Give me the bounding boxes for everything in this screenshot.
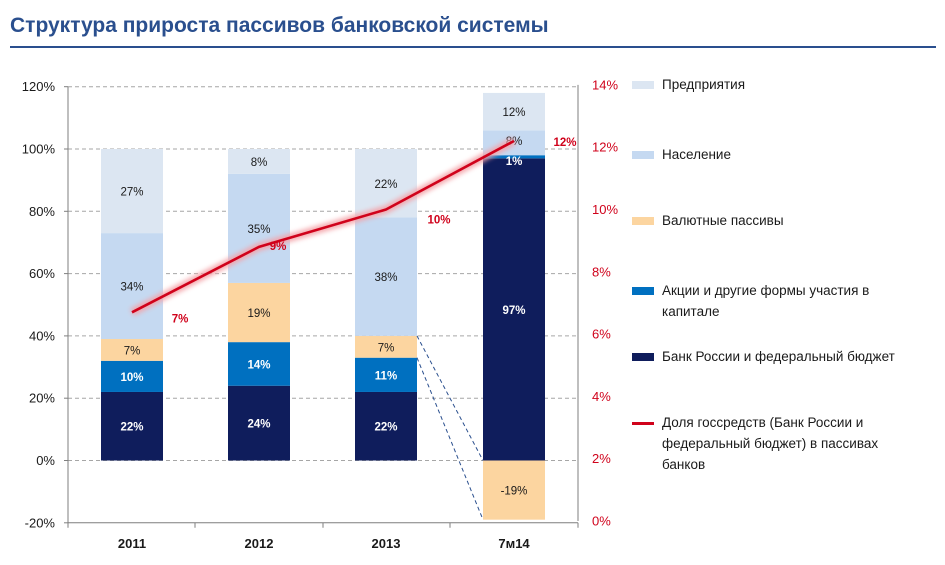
legend-swatch <box>632 217 654 225</box>
legend-swatch <box>632 151 654 159</box>
y-tick-label: 80% <box>29 204 55 219</box>
bar-segment-population <box>228 173 290 283</box>
data-label: 22% <box>374 179 397 191</box>
data-label: 10% <box>120 372 143 384</box>
x-tick-label: 7м14 <box>498 536 530 551</box>
data-label: 7% <box>378 342 395 354</box>
data-label: 8% <box>251 157 268 169</box>
bar-segment-cbr <box>101 391 163 461</box>
bar-segment-fx <box>483 460 545 520</box>
x-tick-label: 2012 <box>245 536 274 551</box>
y2-tick-label: 6% <box>592 327 611 342</box>
line-glow <box>130 137 516 316</box>
y2-tick-label: 12% <box>592 140 618 155</box>
bar-segment-enterprises <box>101 149 163 234</box>
data-label: 7% <box>124 345 141 357</box>
legend-item-fx: Валютные пассивы <box>632 210 912 231</box>
y-tick-label: 60% <box>29 266 55 281</box>
data-label: 34% <box>120 282 143 294</box>
legend-label: Доля госсредств (Банк России и федеральн… <box>662 415 879 472</box>
bar-segment-equity <box>355 357 417 392</box>
bar-segment-equity <box>483 155 545 159</box>
legend-label: Акции и другие формы участия в капитале <box>662 283 870 319</box>
line-series <box>131 139 515 314</box>
data-label: 27% <box>120 187 143 199</box>
line-data-label: 7% <box>172 313 189 325</box>
legend-swatch <box>632 353 654 361</box>
line-data-label: 9% <box>270 241 287 253</box>
y2-tick-label: 14% <box>592 77 618 92</box>
bar-segment-cbr <box>483 158 545 461</box>
bar-segment-fx <box>355 335 417 358</box>
data-label: 22% <box>374 422 397 434</box>
legend-item-line: Доля госсредств (Банк России и федеральн… <box>632 412 912 475</box>
data-label: 12% <box>502 107 525 119</box>
legend-item-population: Население <box>632 144 912 165</box>
legend-label: Предприятия <box>662 77 746 92</box>
bar-segment-cbr <box>228 385 290 461</box>
x-tick-label: 2013 <box>372 536 401 551</box>
bar-segment-cbr <box>355 391 417 461</box>
bar-segment-enterprises <box>483 92 545 131</box>
y2-tick-label: 8% <box>592 264 611 279</box>
legend-swatch <box>632 287 654 295</box>
line-data-label: 10% <box>427 215 450 227</box>
y-tick-label: 20% <box>29 391 55 406</box>
y2-tick-label: 0% <box>592 514 611 529</box>
connector-line <box>416 335 484 461</box>
data-label: 22% <box>120 422 143 434</box>
legend-item-enterprises: Предприятия <box>632 74 912 95</box>
y2-tick-label: 10% <box>592 202 618 217</box>
data-label: 11% <box>375 370 397 382</box>
line-data-label: 12% <box>553 137 576 149</box>
legend-label: Население <box>662 147 731 162</box>
bar-segment-equity <box>101 360 163 392</box>
data-label: 1% <box>506 156 523 168</box>
data-label: 38% <box>374 272 397 284</box>
legend-swatch <box>632 81 654 89</box>
legend-item-cbr: Банк России и федеральный бюджет <box>632 346 912 367</box>
bar-segment-population <box>101 233 163 340</box>
legend-item-equity: Акции и другие формы участия в капитале <box>632 280 912 322</box>
y2-tick-label: 2% <box>592 451 611 466</box>
bar-segment-fx <box>101 339 163 361</box>
data-label: -19% <box>501 486 528 498</box>
data-label: 14% <box>247 359 270 371</box>
bar-segment-enterprises <box>228 149 290 174</box>
bar-segment-equity <box>228 342 290 386</box>
data-label: 35% <box>247 224 270 236</box>
title-underline <box>10 46 936 48</box>
bar-segment-fx <box>228 282 290 343</box>
legend-swatch <box>632 422 654 425</box>
data-label: 19% <box>247 308 270 320</box>
bar-segment-population <box>355 217 417 336</box>
y-tick-label: -20% <box>25 515 56 530</box>
y-tick-label: 120% <box>22 79 56 94</box>
connector-line <box>416 357 484 520</box>
y2-tick-label: 4% <box>592 389 611 404</box>
x-tick-label: 2011 <box>118 536 146 551</box>
y-tick-label: 0% <box>36 453 55 468</box>
data-label: 24% <box>247 419 270 431</box>
legend-label: Банк России и федеральный бюджет <box>662 349 895 364</box>
data-label: 97% <box>502 305 525 317</box>
page-title: Структура прироста пассивов банковской с… <box>10 14 549 37</box>
y-tick-label: 100% <box>22 142 56 157</box>
legend-label: Валютные пассивы <box>662 213 784 228</box>
y-tick-label: 40% <box>29 328 55 343</box>
